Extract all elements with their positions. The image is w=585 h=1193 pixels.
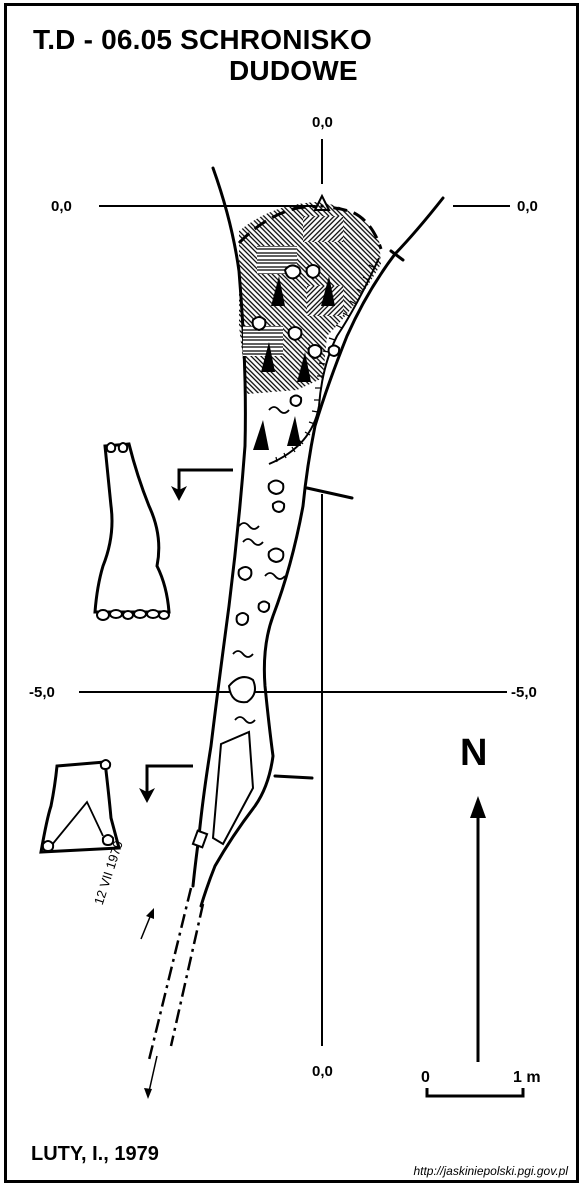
title-code-and-name: T.D - 06.05 SCHRONISKO bbox=[33, 24, 372, 55]
source-url: http://jaskiniepolski.pgi.gov.pl bbox=[413, 1164, 568, 1178]
section-marker-upper-arrow-icon bbox=[171, 486, 187, 501]
section-marker-lower-arrow-icon bbox=[139, 788, 155, 803]
passage-continuation-dashdot bbox=[147, 887, 205, 1061]
clay-symbols bbox=[232, 406, 290, 724]
cross-section-upper bbox=[93, 442, 171, 621]
continuation-arrow-head-icon bbox=[144, 1088, 152, 1099]
cross-section-lower bbox=[39, 759, 121, 854]
north-arrow-head-icon bbox=[470, 796, 486, 818]
axis-label-bottom: 0,0 bbox=[312, 1063, 333, 1080]
survey-title: T.D - 06.05 SCHRONISKO DUDOWE bbox=[33, 24, 533, 86]
author-credit: LUTY, I., 1979 bbox=[31, 1143, 159, 1165]
elongated-boulder bbox=[211, 730, 255, 846]
axis-label-right-minus5: -5,0 bbox=[511, 684, 537, 701]
cave-plan-drawing bbox=[39, 139, 525, 1099]
coordinate-grid bbox=[79, 139, 510, 1046]
speleothem-triangles bbox=[253, 276, 335, 450]
scale-start-label: 0 bbox=[421, 1069, 430, 1086]
axis-label-left-minus5: -5,0 bbox=[29, 684, 55, 701]
section-marker-lower bbox=[145, 764, 193, 796]
section-marker-upper bbox=[177, 468, 233, 494]
axis-label-left: 0,0 bbox=[51, 198, 72, 215]
date-arrow-head-icon bbox=[146, 908, 154, 919]
axis-label-top: 0,0 bbox=[312, 114, 333, 131]
cave-survey-sheet: T.D - 06.05 SCHRONISKO DUDOWE bbox=[4, 3, 579, 1183]
wall-stub-lower-east bbox=[273, 774, 314, 780]
wall-stub-entrance-tick bbox=[389, 249, 405, 262]
title-name-second-line: DUDOWE bbox=[229, 55, 358, 86]
scale-bar bbox=[425, 1088, 525, 1098]
north-label: N bbox=[460, 732, 488, 774]
east-wall bbox=[199, 196, 445, 908]
rubble-blocks bbox=[227, 264, 341, 704]
scale-end-label: 1 m bbox=[513, 1069, 541, 1086]
axis-label-right: 0,0 bbox=[517, 198, 538, 215]
small-block-near-entrance bbox=[191, 829, 209, 849]
wall-stub-east bbox=[305, 486, 354, 500]
